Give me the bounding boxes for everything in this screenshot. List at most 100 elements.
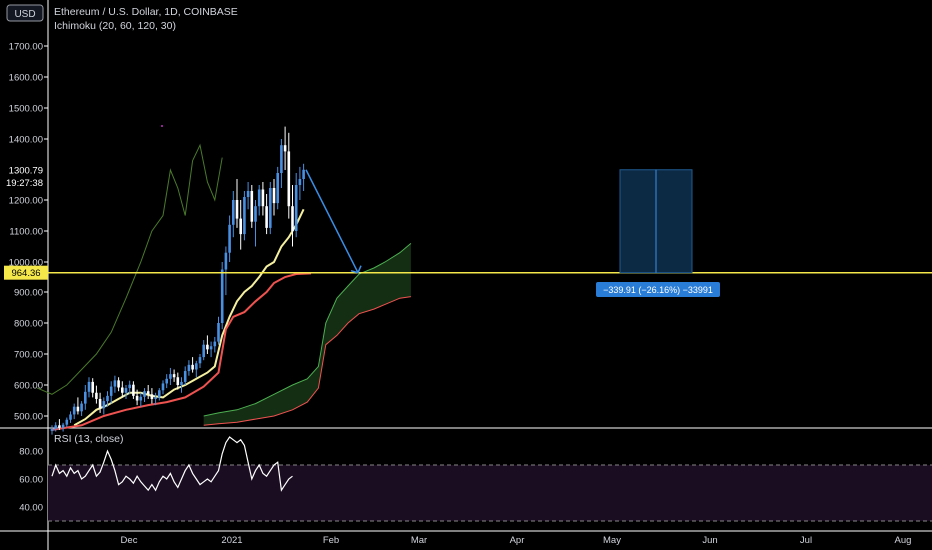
candle[interactable]: [257, 185, 261, 216]
time-axis-label: Dec: [121, 535, 138, 546]
candle[interactable]: [150, 388, 154, 404]
candle[interactable]: [169, 367, 172, 385]
candle-body: [220, 269, 224, 323]
candle[interactable]: [265, 194, 268, 235]
candle[interactable]: [161, 380, 165, 395]
candle[interactable]: [165, 374, 168, 389]
candle[interactable]: [202, 340, 205, 361]
candle[interactable]: [69, 411, 72, 423]
candle[interactable]: [106, 391, 109, 407]
price-tick-label: 1600.00: [9, 73, 43, 84]
candle[interactable]: [146, 385, 150, 399]
candle[interactable]: [180, 377, 183, 393]
candle[interactable]: [269, 182, 272, 235]
candle-body: [294, 185, 298, 231]
candle[interactable]: [124, 385, 128, 399]
candle-body: [235, 200, 239, 219]
candle-body: [65, 419, 69, 425]
candle[interactable]: [87, 377, 91, 398]
candle[interactable]: [276, 166, 279, 210]
candle[interactable]: [235, 179, 239, 228]
candle[interactable]: [261, 182, 265, 216]
candle[interactable]: [176, 372, 180, 390]
candle[interactable]: [232, 191, 235, 238]
candle[interactable]: [80, 401, 83, 416]
candle[interactable]: [54, 422, 57, 432]
candle-body: [158, 390, 161, 398]
candle[interactable]: [239, 200, 242, 250]
candle[interactable]: [91, 378, 94, 398]
candle[interactable]: [183, 366, 187, 385]
candle[interactable]: [254, 200, 257, 247]
candle-body: [202, 344, 205, 358]
candle[interactable]: [250, 185, 254, 228]
candle[interactable]: [58, 419, 61, 430]
rsi-panel[interactable]: 80.00 60.00 40.00: [19, 436, 932, 522]
candle[interactable]: [172, 369, 176, 382]
candle[interactable]: [154, 392, 157, 406]
rsi-label[interactable]: RSI (13, close): [54, 433, 123, 445]
candle[interactable]: [132, 381, 135, 399]
candle[interactable]: [294, 173, 298, 238]
candle[interactable]: [121, 381, 124, 398]
candle[interactable]: [187, 360, 191, 376]
candle[interactable]: [283, 126, 287, 170]
candle[interactable]: [109, 381, 113, 404]
currency-button-bg[interactable]: [6, 4, 44, 22]
candle-body: [54, 425, 57, 430]
time-axis-label: Aug: [895, 535, 912, 546]
candle-body: [283, 145, 287, 152]
candle[interactable]: [95, 385, 98, 404]
candle-body: [98, 398, 102, 409]
candle[interactable]: [117, 377, 120, 392]
candle[interactable]: [158, 388, 161, 401]
candle[interactable]: [291, 185, 294, 247]
candle[interactable]: [98, 392, 102, 413]
candle[interactable]: [135, 389, 139, 406]
candle[interactable]: [224, 246, 228, 296]
candle[interactable]: [102, 397, 106, 415]
candle[interactable]: [217, 316, 220, 345]
candle[interactable]: [287, 132, 291, 219]
drawings[interactable]: −339.91 (−26.16%) −33991: [48, 125, 932, 297]
candle[interactable]: [65, 417, 69, 427]
candle[interactable]: [302, 163, 305, 191]
candle[interactable]: [139, 392, 143, 407]
last-price-label: 1300.79: [9, 165, 43, 176]
candle[interactable]: [246, 182, 250, 210]
candle[interactable]: [272, 179, 276, 216]
candle[interactable]: [128, 380, 131, 395]
price-tick-label: 1700.00: [9, 42, 43, 53]
time-axis-label: 2021: [221, 535, 242, 546]
candle[interactable]: [113, 375, 117, 393]
candle[interactable]: [228, 215, 231, 263]
candle[interactable]: [198, 354, 202, 368]
candle[interactable]: [61, 422, 65, 432]
candle[interactable]: [191, 357, 194, 373]
candle[interactable]: [209, 341, 213, 358]
measure-label-bg: [596, 282, 720, 297]
candle[interactable]: [206, 335, 209, 354]
currency-button[interactable]: USD: [14, 9, 35, 20]
candle[interactable]: [243, 191, 246, 241]
arrow-line[interactable]: [305, 169, 359, 274]
candle[interactable]: [298, 166, 302, 200]
candle[interactable]: [213, 336, 217, 353]
candle-body: [232, 200, 235, 225]
candle[interactable]: [72, 403, 76, 420]
candle[interactable]: [50, 425, 54, 435]
indicator-label[interactable]: Ichimoku (20, 60, 120, 30): [54, 20, 176, 32]
candle[interactable]: [84, 385, 87, 410]
candles[interactable]: [50, 126, 305, 435]
candle[interactable]: [76, 397, 80, 415]
candle[interactable]: [280, 139, 283, 188]
candle-body: [183, 371, 187, 382]
rsi-tick-label: 80.00: [19, 447, 43, 458]
candle[interactable]: [143, 388, 146, 403]
candle-body: [187, 364, 191, 372]
axes[interactable]: 1700.00 1600.00 1500.00 1400.00 1200.00 1100.…: [4, 42, 911, 547]
candle[interactable]: [195, 360, 198, 378]
candle-body: [69, 414, 72, 420]
measure-label: −339.91 (−26.16%) −33991: [603, 285, 713, 295]
